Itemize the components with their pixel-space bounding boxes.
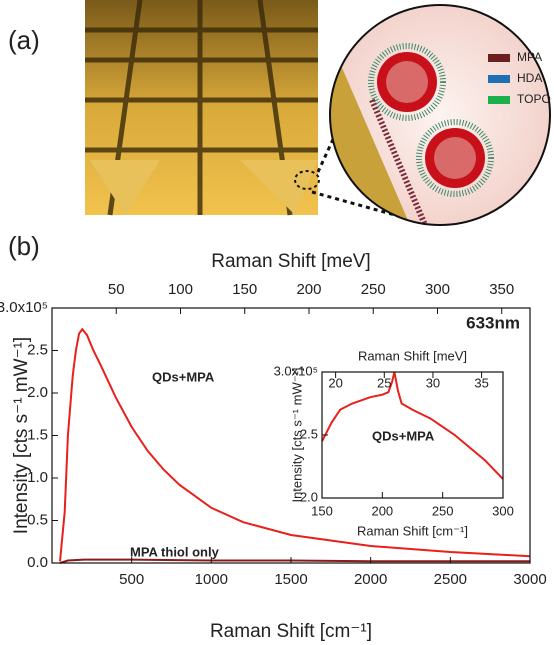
x-tick-label: 500	[119, 571, 144, 588]
annotation: MPA thiol only	[130, 544, 220, 559]
x-axis-title: Raman Shift [cm⁻¹]	[357, 523, 468, 538]
legend-label: TOPO	[517, 92, 551, 106]
x2-tick-label: 150	[232, 281, 257, 298]
legend-swatch	[488, 96, 510, 104]
x-tick-label: 300	[492, 503, 514, 518]
annotation: 633nm	[466, 313, 520, 332]
x2-axis-title: Raman Shift [meV]	[358, 348, 467, 363]
annotation: QDs+MPA	[372, 428, 435, 443]
x-tick-label: 1000	[195, 571, 228, 588]
legend: MPA HDA TOPO	[488, 50, 551, 106]
x2-axis-title: Raman Shift [meV]	[211, 251, 370, 272]
x2-tick-label: 20	[328, 375, 342, 390]
annotation: QDs+MPA	[152, 369, 215, 384]
panel-label: (b)	[8, 231, 40, 261]
y-tick-label: 3.0x10⁵	[0, 299, 48, 316]
x-tick-label: 1500	[274, 571, 307, 588]
legend-label: HDA	[517, 71, 542, 85]
x2-tick-label: 350	[489, 281, 514, 298]
x-axis-title: Raman Shift [cm⁻¹]	[210, 621, 372, 642]
x-tick-label: 3000	[513, 571, 546, 588]
legend-label: MPA	[517, 50, 542, 64]
x2-tick-label: 200	[296, 281, 321, 298]
y-axis-title: Intensity [cts s⁻¹ mW⁻¹]	[289, 367, 304, 502]
x-tick-label: 2500	[434, 571, 467, 588]
x2-tick-label: 50	[108, 281, 125, 298]
figure: (a) (b) MPA HDA TOPO 500 1000 1500 2000 2500 30…	[0, 0, 554, 645]
x2-tick-label: 100	[168, 281, 193, 298]
panel-label: (a)	[8, 25, 40, 55]
y-tick-label: 0.0	[27, 554, 48, 571]
x2-tick-label: 30	[426, 375, 440, 390]
illustration	[85, 0, 550, 225]
x2-tick-label: 35	[474, 375, 488, 390]
legend-swatch	[488, 75, 510, 83]
y-axis-title: Intensity [cts s⁻¹ mW⁻¹]	[11, 337, 32, 534]
x2-tick-label: 300	[425, 281, 450, 298]
x-tick-label: 250	[432, 503, 454, 518]
x-tick-label: 200	[371, 503, 393, 518]
x2-tick-label: 250	[361, 281, 386, 298]
x-tick-label: 2000	[354, 571, 387, 588]
legend-swatch	[488, 54, 510, 62]
x-tick-label: 150	[311, 503, 333, 518]
x2-tick-label: 25	[377, 375, 391, 390]
